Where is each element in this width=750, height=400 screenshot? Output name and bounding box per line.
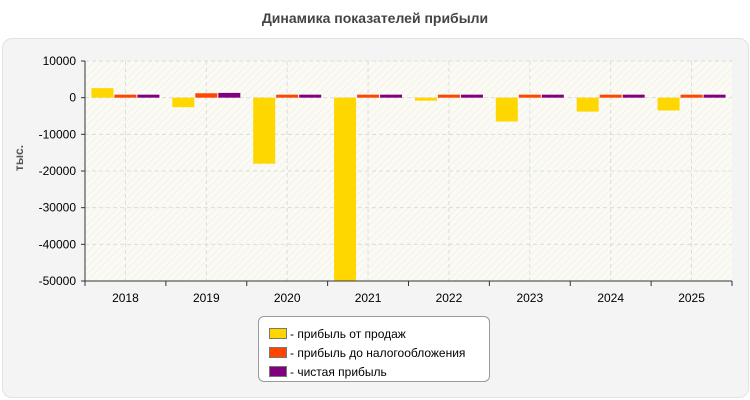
y-tick-label: -20000 xyxy=(39,164,77,178)
legend: - прибыль от продаж - прибыль до налогооб… xyxy=(258,316,490,382)
bar xyxy=(357,94,380,98)
bar xyxy=(657,97,680,111)
bar xyxy=(703,94,726,98)
bar xyxy=(437,94,460,98)
legend-label: - прибыль от продаж xyxy=(290,326,406,341)
bars xyxy=(91,88,726,282)
x-tick-label: 2022 xyxy=(436,291,463,305)
bar xyxy=(576,97,599,112)
bar xyxy=(218,92,241,98)
y-ticks: 10000 0 -10000 -20000 -30000 -40000 -50000 xyxy=(39,54,77,288)
bar xyxy=(414,97,437,101)
x-tick-label: 2023 xyxy=(516,291,543,305)
y-tick-label: -40000 xyxy=(39,237,77,251)
legend-swatch xyxy=(269,347,287,358)
bar xyxy=(91,88,114,98)
x-ticks: 2018 2019 2020 2021 2022 2023 2024 2025 xyxy=(112,291,705,305)
x-tick-label: 2020 xyxy=(274,291,301,305)
bar xyxy=(599,94,622,98)
bar xyxy=(114,94,137,98)
legend-swatch xyxy=(269,328,287,339)
bar xyxy=(137,94,160,98)
y-tick-label: 0 xyxy=(69,91,76,105)
x-tick-label: 2019 xyxy=(193,291,220,305)
bar xyxy=(334,97,357,282)
bar xyxy=(195,93,218,98)
bar xyxy=(541,94,564,98)
legend-item: - прибыль до налогообложения xyxy=(269,343,489,362)
legend-item: - чистая прибыль xyxy=(269,362,489,381)
bar xyxy=(495,97,518,122)
y-axis-label: тыс. xyxy=(12,145,26,171)
bar xyxy=(380,94,403,98)
x-tick-label: 2025 xyxy=(678,291,705,305)
bar xyxy=(276,94,299,98)
legend-label: - прибыль до налогообложения xyxy=(290,345,466,360)
bar xyxy=(299,94,322,98)
x-tick-label: 2018 xyxy=(112,291,139,305)
y-tick-label: -30000 xyxy=(39,201,77,215)
y-tick-label: 10000 xyxy=(43,54,77,68)
bar xyxy=(518,94,541,98)
bar xyxy=(622,94,645,98)
legend-swatch xyxy=(269,366,287,377)
bar xyxy=(460,94,483,98)
y-tick-label: -50000 xyxy=(39,274,77,288)
x-tick-label: 2021 xyxy=(355,291,382,305)
legend-item: - прибыль от продаж xyxy=(269,324,489,343)
bar xyxy=(172,97,195,108)
bar xyxy=(680,94,703,98)
chart-title: Динамика показателей прибыли xyxy=(261,10,489,26)
legend-label: - чистая прибыль xyxy=(290,364,387,379)
y-tick-label: -10000 xyxy=(39,127,77,141)
x-tick-label: 2024 xyxy=(597,291,624,305)
axes xyxy=(81,60,733,286)
bar xyxy=(253,97,276,164)
